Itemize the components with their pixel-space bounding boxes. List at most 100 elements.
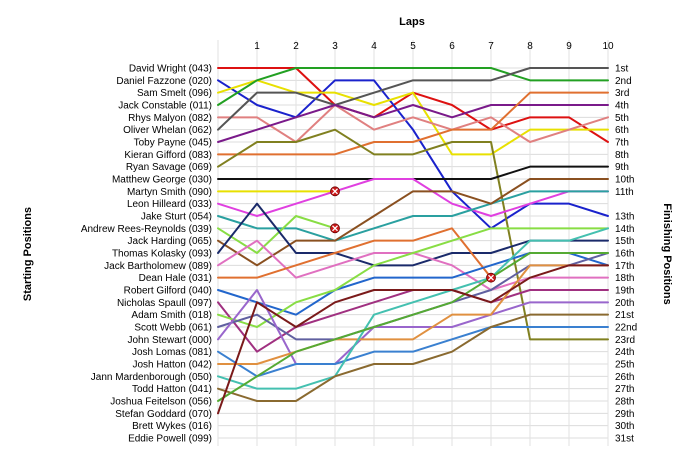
start-position-label: Scott Webb (061) — [134, 323, 212, 334]
finish-position-label: 4th — [615, 101, 629, 112]
driver-series-line — [217, 79, 609, 156]
finish-position-label: 21st — [615, 310, 634, 321]
marker-layer — [330, 186, 496, 283]
driver-series-line — [217, 178, 609, 217]
start-position-label: Leon Hilleard (033) — [127, 199, 212, 210]
finish-position-label: 7th — [615, 138, 629, 149]
retirement-marker — [486, 272, 496, 283]
finish-position-label: 1st — [615, 64, 629, 75]
start-position-label: Jack Constable (011) — [118, 101, 212, 112]
right-axis-title: Finishing Positions — [661, 203, 673, 304]
x-tick-label: 4 — [371, 41, 377, 52]
driver-series-line — [217, 252, 609, 402]
finish-position-label: 2nd — [615, 76, 632, 87]
start-position-label: Eddie Powell (099) — [128, 434, 212, 445]
finish-position-label: 27th — [615, 384, 634, 395]
start-position-label: Matthew George (030) — [112, 175, 212, 186]
driver-series-line — [217, 67, 609, 131]
finish-position-label: 18th — [615, 273, 634, 284]
start-position-label: Josh Hatton (042) — [133, 360, 213, 371]
finish-position-label: 11th — [615, 187, 634, 198]
driver-series-line — [217, 326, 609, 378]
label-layer: 1 2 3 4 5 6 7 8 9 10 David Wright (043)Daniel Fazz… — [81, 41, 637, 445]
driver-series-line — [217, 227, 492, 279]
start-position-label: Ryan Savage (069) — [126, 162, 212, 173]
finish-position-label: 10th — [615, 175, 634, 186]
driver-series-line — [217, 264, 609, 365]
start-position-label: Joshua Feitelson (056) — [110, 397, 212, 408]
x-tick-label: 8 — [527, 41, 533, 52]
x-tick-label: 2 — [293, 41, 299, 52]
start-position-label: Jack Harding (065) — [128, 236, 212, 247]
driver-series-line — [217, 215, 336, 254]
finish-position-label: 14th — [615, 224, 634, 235]
driver-series-line — [217, 104, 609, 143]
x-tick-label: 10 — [602, 41, 614, 52]
driver-series-line — [217, 289, 609, 365]
finish-position-label: 6th — [615, 125, 629, 136]
finish-position-label: 22nd — [615, 323, 637, 334]
start-position-label: Jake Sturt (054) — [141, 212, 212, 223]
driver-series-line — [217, 313, 609, 402]
finish-position-label: 20th — [615, 298, 634, 309]
start-position-label: Josh Lomas (081) — [132, 347, 212, 358]
finish-position-label: 24th — [615, 347, 634, 358]
start-position-label: Dean Hale (031) — [139, 273, 212, 284]
start-position-label: Todd Hatton (041) — [132, 384, 212, 395]
finish-position-label: 29th — [615, 409, 634, 420]
finish-position-label: 30th — [615, 421, 634, 432]
driver-series-line — [217, 79, 609, 230]
x-axis-title: Laps — [399, 16, 425, 28]
series-layer — [217, 67, 609, 415]
grid-layer — [217, 40, 609, 446]
driver-series-line — [217, 227, 609, 390]
finish-position-label: 19th — [615, 286, 634, 297]
finish-position-label: 13th — [615, 212, 634, 223]
start-position-label: Martyn Smith (090) — [127, 187, 212, 198]
retirement-marker — [330, 186, 340, 197]
driver-series-line — [217, 104, 609, 143]
start-position-label: Jann Mardenborough (050) — [91, 372, 212, 383]
start-position-label: Kieran Gifford (083) — [124, 150, 212, 161]
finish-position-label: 3rd — [615, 88, 629, 99]
start-position-label: Adam Smith (018) — [131, 310, 212, 321]
x-tick-label: 9 — [566, 41, 572, 52]
finish-position-label: 31st — [615, 434, 634, 445]
finish-position-label: 8th — [615, 150, 629, 161]
start-position-label: Andrew Rees-Reynolds (039) — [81, 224, 212, 235]
driver-series-line — [217, 91, 609, 156]
driver-series-line — [217, 67, 609, 106]
finish-position-label: 23rd — [615, 335, 635, 346]
finish-position-label: 26th — [615, 372, 634, 383]
finish-position-label: 17th — [615, 261, 634, 272]
start-position-label: Robert Gilford (040) — [124, 286, 212, 297]
finish-position-label: 28th — [615, 397, 634, 408]
start-position-label: Toby Payne (045) — [134, 138, 212, 149]
start-position-label: Sam Smelt (096) — [137, 88, 212, 99]
driver-series-line — [217, 264, 609, 415]
x-tick-label: 3 — [332, 41, 338, 52]
start-position-label: Oliver Whelan (062) — [123, 125, 212, 136]
left-axis-title: Starting Positions — [22, 207, 34, 301]
finish-position-label: 25th — [615, 360, 634, 371]
finish-position-label: 16th — [615, 249, 634, 260]
finish-position-label: 15th — [615, 236, 634, 247]
start-position-label: Nicholas Spaull (097) — [117, 298, 212, 309]
x-tick-label: 1 — [254, 41, 260, 52]
driver-series-line — [217, 128, 609, 341]
start-position-label: Stefan Goddard (070) — [115, 409, 212, 420]
start-position-label: Rhys Malyon (082) — [128, 113, 212, 124]
finish-position-label: 9th — [615, 162, 629, 173]
start-position-label: Thomas Kolasky (093) — [112, 249, 212, 260]
finish-position-label: 5th — [615, 113, 629, 124]
start-position-label: Brett Wykes (016) — [132, 421, 212, 432]
start-position-label: John Stewart (000) — [128, 335, 213, 346]
driver-series-line — [217, 178, 609, 267]
x-tick-label: 5 — [410, 41, 416, 52]
x-tick-label: 6 — [449, 41, 455, 52]
retirement-marker — [330, 223, 340, 234]
start-position-label: David Wright (043) — [129, 64, 212, 75]
x-tick-label: 7 — [488, 41, 494, 52]
driver-series-line — [217, 227, 609, 328]
